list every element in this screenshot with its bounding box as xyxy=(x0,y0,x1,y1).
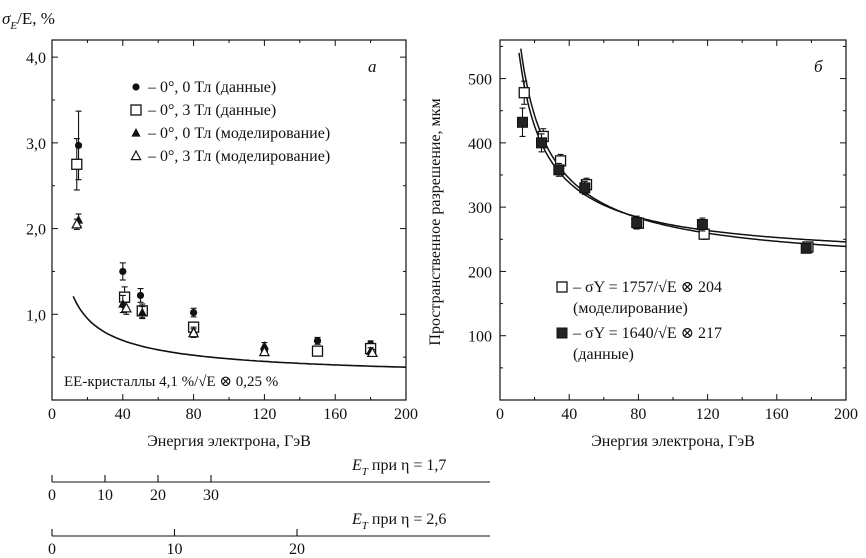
data-point-square-filled xyxy=(516,116,528,128)
panel-b-ylabel: Пространственное разрешение, мкм xyxy=(427,98,444,345)
legend-note: (моделирование) xyxy=(573,300,688,317)
legend-label: – 0°, 0 Тл (моделирование) xyxy=(147,125,330,142)
y-tick-label: 1,0 xyxy=(26,307,46,324)
secondary-et-axes: ET при η = 1,7 0 10 20 30 ET при η = 2,6 0 10 20 xyxy=(48,457,490,558)
data-point-square-filled xyxy=(631,217,643,229)
panel-b-label: б xyxy=(814,57,823,76)
legend-formula: – σY = 1757/√E ⊗ 204 xyxy=(572,279,722,296)
data-point-circle-filled xyxy=(313,337,322,345)
legend-marker-triangle-filled xyxy=(131,128,141,137)
panel-a-label: а xyxy=(368,57,377,76)
data-point-triangle-open xyxy=(120,302,132,313)
data-point-circle-filled xyxy=(190,308,198,317)
legend-marker-square-open xyxy=(556,281,568,293)
data-point-square-open xyxy=(118,291,131,303)
panel-b-frame xyxy=(499,39,847,401)
data-point-triangle-open xyxy=(71,218,83,229)
x-tick-label: 200 xyxy=(834,406,858,423)
data-point-square-filled xyxy=(536,137,548,149)
x-tick-label: 0 xyxy=(496,406,504,423)
legend-formula: – σY = 1640/√E ⊗ 217 xyxy=(572,325,722,342)
data-point-triangle-open xyxy=(366,346,378,358)
legend-marker-square-filled xyxy=(556,327,568,339)
panel-b-ticks: 0 40 80 120 160 200 100 200 300 400 500 xyxy=(468,40,858,423)
panel-b-xlabel: Энергия электрона, ГэВ xyxy=(591,433,755,450)
data-point-square-filled xyxy=(579,182,591,194)
et-axis-label: ET при η = 2,6 xyxy=(351,511,446,532)
y-tick-label: 100 xyxy=(468,329,492,346)
data-point-triangle-open xyxy=(187,326,200,338)
data-point-square-open xyxy=(518,87,530,99)
x-tick-label: 40 xyxy=(561,406,577,423)
data-point-square-filled xyxy=(800,242,812,254)
et-axis-tick-label: 20 xyxy=(150,487,166,504)
x-tick-label: 120 xyxy=(696,406,720,423)
fit-curve-line xyxy=(520,48,847,248)
et-axis-tick-label: 0 xyxy=(48,487,56,504)
fit-curve-line xyxy=(72,295,407,368)
data-point-triangle-filled xyxy=(137,307,147,317)
y-tick-label: 300 xyxy=(468,200,492,217)
panel-b-legend: – σY = 1757/√E ⊗ 204 (моделирование) – σY … xyxy=(556,279,722,363)
x-tick-label: 40 xyxy=(115,406,131,423)
y-tick-label: 200 xyxy=(468,264,492,281)
y-tick-label: 3,0 xyxy=(26,136,46,153)
data-point-circle-filled xyxy=(119,267,127,276)
x-tick-label: 200 xyxy=(394,406,418,423)
et-axis-tick-label: 10 xyxy=(167,541,183,558)
panel-a-fit-label: EE-кристаллы 4,1 %/√E ⊗ 0,25 % xyxy=(64,374,278,390)
et-axis-tick-label: 0 xyxy=(48,541,56,558)
legend-marker-square-open xyxy=(130,104,142,116)
panel-b-fit-curves xyxy=(518,48,847,248)
panel-a-points xyxy=(71,110,378,358)
y-tick-label: 2,0 xyxy=(26,222,46,239)
et-axis-tick-label: 30 xyxy=(203,487,219,504)
data-point-square-filled xyxy=(696,219,708,230)
panel-a-xlabel: Энергия электрона, ГэВ xyxy=(147,433,311,450)
x-tick-label: 120 xyxy=(252,406,276,423)
x-tick-label: 0 xyxy=(48,406,56,423)
legend-label: – 0°, 3 Тл (данные) xyxy=(147,102,276,119)
data-point-triangle-open xyxy=(258,345,271,357)
data-point-square-open xyxy=(71,158,83,170)
y-tick-label: 4,0 xyxy=(26,50,46,67)
y-tick-label: 400 xyxy=(468,136,492,153)
data-point-triangle-filled xyxy=(259,341,269,350)
legend-marker-triangle-open xyxy=(130,149,142,161)
panel-a-fit-curve xyxy=(72,295,407,368)
panel-a-ylabel: σE/E, % xyxy=(2,9,55,32)
x-tick-label: 160 xyxy=(765,406,789,423)
fit-curve-line xyxy=(518,52,847,243)
y-tick-label: 500 xyxy=(468,72,492,89)
data-point-circle-filled xyxy=(136,291,145,300)
panel-b-points xyxy=(516,80,814,254)
et-axis-label: ET при η = 1,7 xyxy=(351,457,446,478)
data-point-square-filled xyxy=(553,164,565,176)
et-axis-tick-label: 10 xyxy=(97,487,113,504)
legend-label: – 0°, 0 Тл (данные) xyxy=(147,79,276,96)
panel-a: σE/E, % а 0 40 80 120 160 200 1,0 2,0 3,0 4,0 – 0… xyxy=(2,9,418,450)
legend-note: (данные) xyxy=(573,346,634,363)
panel-a-legend: – 0°, 0 Тл (данные) – 0°, 3 Тл (данные) – … xyxy=(130,79,330,165)
x-tick-label: 160 xyxy=(323,406,347,423)
data-point-square-open xyxy=(311,345,324,357)
panel-b: Пространственное разрешение, мкм б 0 40 80… xyxy=(427,39,858,450)
legend-label: – 0°, 3 Тл (моделирование) xyxy=(147,148,330,165)
data-point-circle-filled xyxy=(74,141,83,150)
x-tick-label: 80 xyxy=(186,406,202,423)
panel-a-ticks: 0 40 80 120 160 200 1,0 2,0 3,0 4,0 xyxy=(26,40,418,423)
legend-marker-circle-filled xyxy=(132,83,140,91)
et-axis-tick-label: 20 xyxy=(289,541,305,558)
x-tick-label: 80 xyxy=(630,406,646,423)
